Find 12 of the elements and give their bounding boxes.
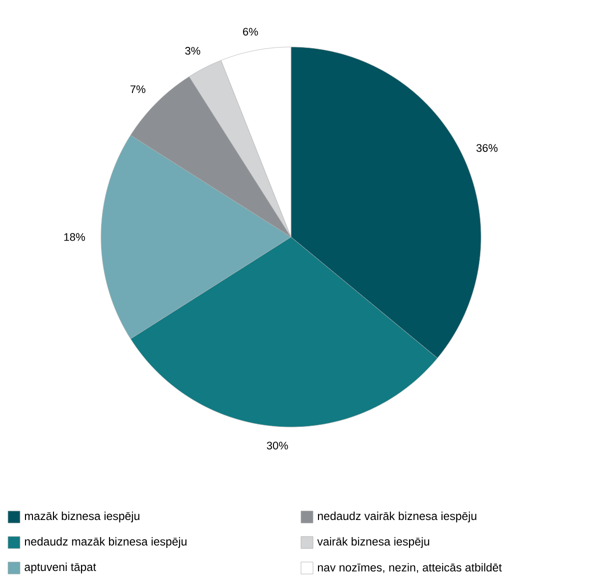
data-label: 36%	[476, 144, 498, 152]
legend-label: nav nozīmes, nezin, atteicās atbildēt	[318, 563, 502, 573]
data-label: 30%	[266, 442, 288, 450]
legend-label: mazāk biznesa iespēju	[24, 512, 140, 522]
data-label: 6%	[243, 28, 258, 36]
data-label: 7%	[130, 85, 146, 94]
legend-label: nedaudz mazāk biznesa iespēju	[24, 537, 186, 548]
legend-label: aptuveni tāpat	[24, 562, 96, 574]
data-label: 18%	[64, 233, 85, 241]
legend-label: vairāk biznesa iespēju	[317, 537, 430, 548]
data-label: 3%	[185, 46, 200, 55]
legend-label: nedaudz vairāk biznesa iespēju	[318, 512, 476, 522]
